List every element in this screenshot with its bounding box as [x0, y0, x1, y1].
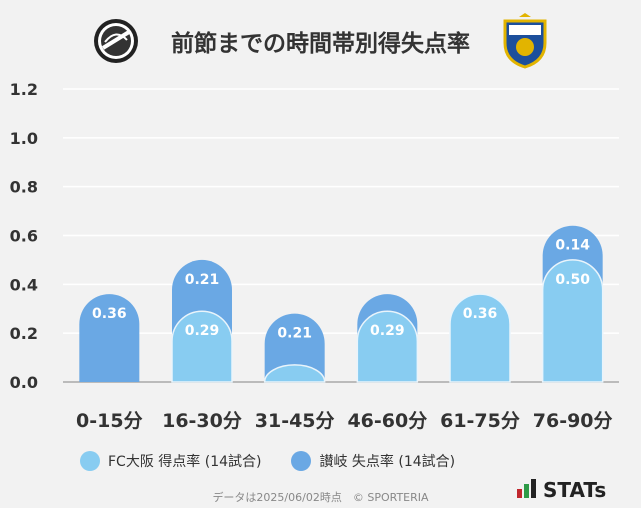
- bar-chart: 0.0 0.2 0.4 0.6 0.8 1.0 1.2 0.36 0-15分 0.29 0.21 1…: [10, 80, 619, 432]
- bar-fc-osaka-5: [541, 259, 604, 383]
- value-label-fc-osaka: 0.50: [555, 272, 590, 288]
- legend: FC大阪 得点率 (14試合) 讃岐 失点率 (14試合): [80, 449, 485, 473]
- value-label-sanuki: 0.14: [555, 238, 590, 254]
- y-tick-label: 0.4: [10, 275, 38, 294]
- fc-osaka-logo: [94, 19, 138, 63]
- bar-sanuki-0: [79, 294, 140, 382]
- bar-fc-osaka-3: [356, 310, 419, 383]
- legend-label-fc-osaka: FC大阪 得点率 (14試合): [108, 454, 262, 470]
- stats-logo: STATs: [517, 478, 606, 500]
- x-category-label: 16-30分: [162, 410, 242, 432]
- value-label-sanuki: 0.36: [92, 306, 127, 322]
- value-label-sanuki: 0.21: [185, 272, 220, 288]
- y-tick-label: 1.0: [10, 129, 38, 148]
- legend-label-sanuki: 讃岐 失点率 (14試合): [319, 454, 456, 470]
- legend-item-sanuki: 讃岐 失点率 (14試合): [291, 451, 455, 471]
- stats-logo-text: STATs: [543, 478, 606, 500]
- bar-fc-osaka-1: [171, 310, 233, 383]
- legend-swatch-fc-osaka: [80, 451, 100, 471]
- x-category-label: 31-45分: [255, 410, 335, 432]
- y-tick-label: 0.6: [10, 227, 38, 246]
- value-label-fc-osaka: 0.36: [463, 306, 498, 322]
- x-category-label: 76-90分: [533, 410, 613, 432]
- y-tick-label: 0.0: [10, 373, 38, 392]
- value-label-sanuki: 0.21: [277, 326, 312, 342]
- x-category-label: 61-75分: [440, 410, 520, 432]
- y-tick-label: 0.8: [10, 178, 38, 197]
- bar-sanuki-2: [264, 313, 325, 382]
- value-label-fc-osaka: 0.29: [370, 323, 405, 339]
- y-tick-label: 0.2: [10, 324, 38, 343]
- y-tick-label: 1.2: [10, 80, 38, 99]
- kamatamare-sanuki-logo: [503, 13, 547, 69]
- data-source-note: データは2025/06/02時点 © SPORTERIA: [212, 491, 429, 504]
- legend-item-fc-osaka: FC大阪 得点率 (14試合): [80, 451, 261, 471]
- bar-fc-osaka-4: [449, 293, 511, 383]
- chart-title: 前節までの時間帯別得失点率: [171, 31, 470, 57]
- x-category-label: 46-60分: [347, 410, 427, 432]
- legend-swatch-sanuki: [291, 451, 312, 471]
- x-category-label: 0-15分: [76, 410, 143, 432]
- bar-fc-osaka-2: [263, 364, 326, 383]
- value-label-fc-osaka: 0.29: [185, 323, 220, 339]
